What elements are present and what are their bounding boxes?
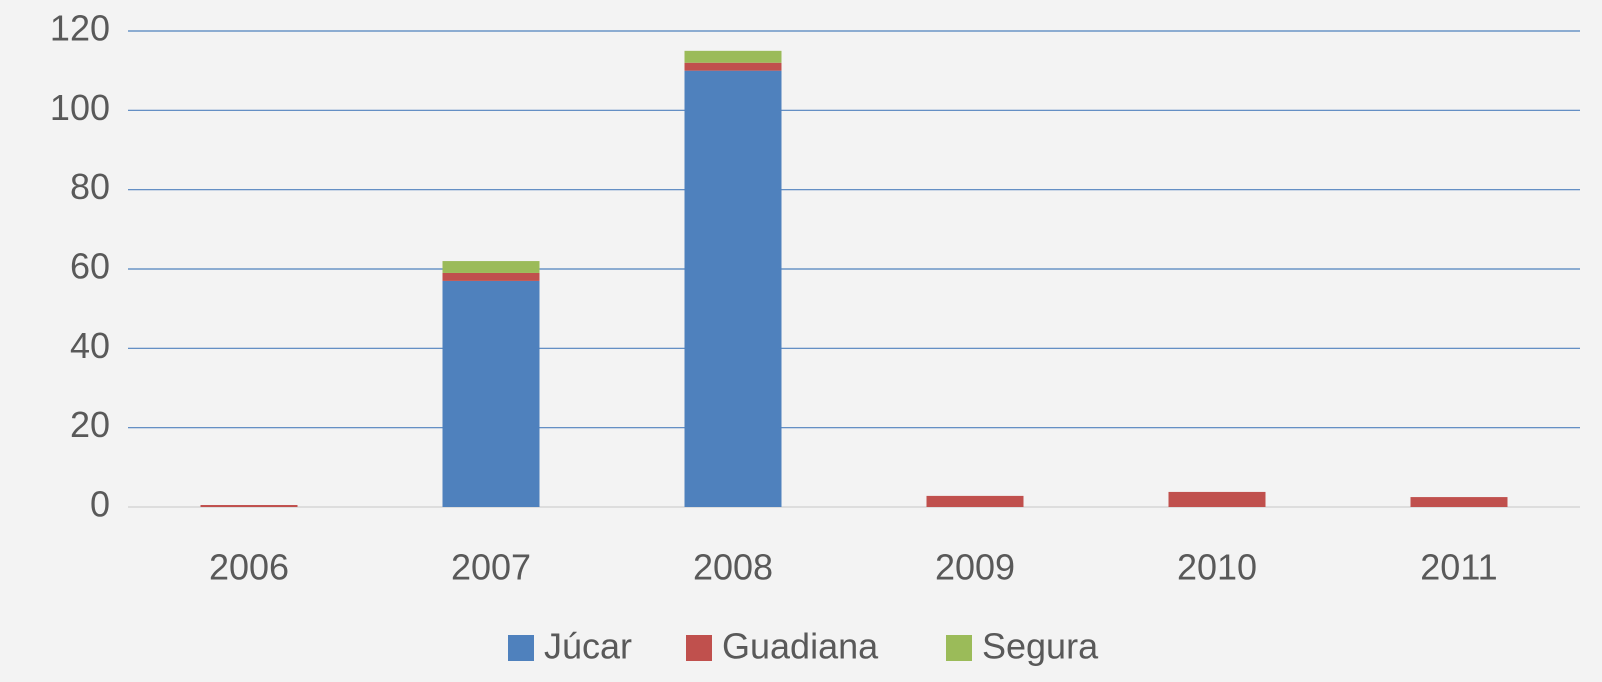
- bar-segment: [442, 280, 540, 507]
- bar-segment: [200, 505, 298, 507]
- x-tick-label: 2011: [1420, 547, 1497, 588]
- y-tick-label: 120: [50, 8, 110, 49]
- bar-segment: [684, 70, 782, 508]
- y-tick-label: 100: [50, 87, 110, 128]
- y-tick-label: 0: [90, 484, 110, 525]
- legend-swatch: [508, 635, 534, 661]
- x-tick-label: 2009: [935, 547, 1015, 588]
- legend-label: Guadiana: [722, 626, 879, 667]
- bar-segment: [1168, 491, 1266, 507]
- legend-swatch: [946, 635, 972, 661]
- bar-segment: [684, 50, 782, 63]
- y-tick-label: 80: [70, 166, 110, 207]
- bar-segment: [1410, 497, 1508, 507]
- bar-segment: [442, 261, 540, 273]
- y-tick-label: 60: [70, 246, 110, 287]
- bar-segment: [926, 495, 1024, 507]
- bar-segment: [684, 62, 782, 71]
- x-tick-label: 2006: [209, 547, 289, 588]
- y-tick-label: 40: [70, 325, 110, 366]
- x-tick-label: 2007: [451, 547, 531, 588]
- y-tick-label: 20: [70, 404, 110, 445]
- legend-label: Segura: [982, 626, 1099, 667]
- x-tick-label: 2008: [693, 547, 773, 588]
- legend-swatch: [686, 635, 712, 661]
- legend-label: Júcar: [544, 626, 632, 667]
- x-tick-label: 2010: [1177, 547, 1257, 588]
- bar-segment: [442, 272, 540, 281]
